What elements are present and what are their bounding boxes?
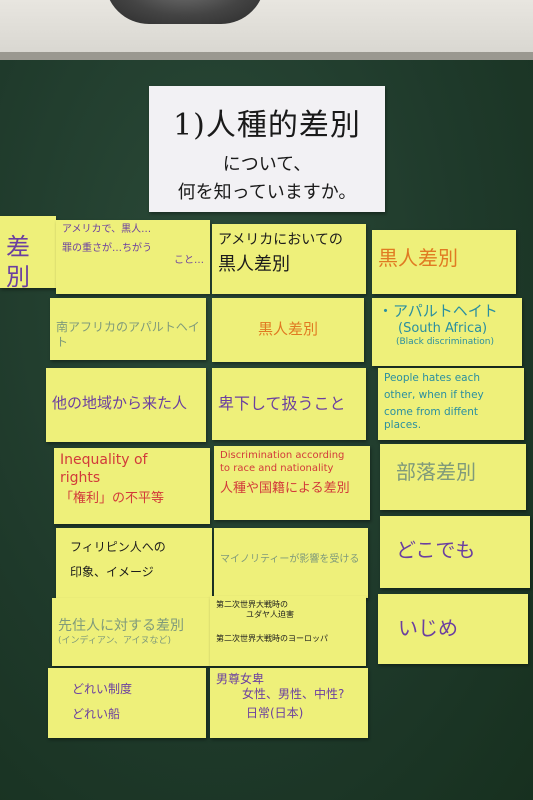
sticky-note-c3-r6: いじめ: [378, 594, 528, 664]
note-text: 罪の重さが…ちがう: [62, 242, 152, 254]
title-main: 1)人種的差別: [173, 108, 361, 143]
board-top-frame: [0, 52, 533, 62]
note-text: come from diffent places.: [384, 406, 479, 432]
note-text: 先住人に対する差別: [58, 618, 184, 634]
note-text: アメリカにおいての: [218, 232, 343, 248]
sticky-note-c1-r2: 南アフリカのアパルトヘイト: [50, 298, 206, 360]
note-text: 部落差別: [396, 460, 476, 484]
title-card: 1)人種的差別 について、 何を知っていますか。: [149, 86, 385, 212]
sticky-note-c3-r3: People hates each other, when if they co…: [378, 368, 524, 440]
note-text: 印象、イメージ: [70, 565, 154, 579]
note-text: 黒人差別: [257, 320, 318, 338]
note-text: 卑下して扱うこと: [218, 394, 346, 413]
note-text: どれい船: [72, 707, 121, 721]
note-text: 黒人差別: [218, 253, 290, 275]
note-text: ユダヤ人迫害: [246, 610, 294, 619]
note-text: アメリカで、黒人…: [62, 224, 152, 235]
note-text: Discrimination according: [220, 450, 345, 461]
sticky-note-c1-r1: アメリカで、黒人… 罪の重さが…ちがう こと…: [56, 220, 210, 294]
sticky-note-c3-r4: 部落差別: [380, 444, 526, 510]
sticky-note-c1-r3: 他の地域から来た人: [46, 368, 206, 442]
sticky-note-left-edge: 差別: [0, 216, 56, 288]
note-text: 差別: [6, 233, 30, 288]
sticky-note-c1-r7: どれい制度 どれい船: [48, 668, 206, 738]
note-text: Inequality of: [60, 452, 148, 468]
note-text: どれい制度: [72, 682, 133, 696]
wall: [0, 0, 533, 60]
note-text: other, when if they: [384, 389, 484, 402]
note-text: 第二次世界大戦時の: [216, 600, 288, 609]
sticky-note-c1-r5: フィリピン人への 印象、イメージ: [56, 528, 212, 602]
note-text: いじめ: [398, 616, 458, 640]
note-text: to race and nationality: [220, 462, 334, 474]
sticky-note-c3-r1: 黒人差別: [372, 230, 516, 294]
note-text: (インディアン、アイヌなど): [58, 635, 172, 646]
sticky-note-c2-r1: アメリカにおいての 黒人差別: [212, 224, 366, 294]
note-text: 「権利」の不平等: [60, 491, 165, 506]
sticky-note-c2-r3: 卑下して扱うこと: [212, 368, 366, 440]
note-text: 黒人差別: [378, 246, 458, 270]
note-text: フィリピン人への: [70, 540, 166, 554]
sticky-note-c1-r6: 先住人に対する差別 (インディアン、アイヌなど): [52, 598, 210, 666]
sticky-note-c1-r4: Inequality of rights 「権利」の不平等: [54, 448, 210, 524]
sticky-note-c2-r4: Discrimination according to race and nat…: [214, 446, 370, 520]
note-text: People hates each: [384, 372, 481, 384]
ceiling-light-fixture: [105, 0, 265, 24]
note-text: 男尊女卑: [216, 672, 265, 686]
note-text: rights: [60, 469, 101, 486]
title-sub-2: 何を知っていますか。: [177, 182, 357, 203]
note-text: 他の地域から来た人: [52, 394, 188, 412]
note-text: マイノリティーが影響を受ける: [220, 554, 360, 565]
note-text: 女性、男性、中性?: [242, 687, 345, 701]
note-text: ・アパルトヘイト: [378, 302, 498, 320]
sticky-note-c2-r5: マイノリティーが影響を受ける: [214, 528, 368, 598]
note-text: どこでも: [396, 538, 476, 562]
sticky-note-c2-r7: 男尊女卑 女性、男性、中性? 日常(日本): [210, 668, 368, 738]
note-text: 人種や国籍による差別: [220, 481, 350, 496]
title-sub-1: について、: [222, 154, 312, 175]
note-text: 日常(日本): [246, 706, 304, 720]
note-text: 南アフリカのアパルトヘイト: [56, 320, 200, 349]
sticky-note-c2-r6: 第二次世界大戦時の ユダヤ人迫害 第二次世界大戦時のヨーロッパ: [210, 596, 366, 666]
note-text: (South Africa): [398, 320, 488, 336]
note-text: 第二次世界大戦時のヨーロッパ: [216, 634, 328, 643]
sticky-note-c2-r2: 黒人差別: [212, 298, 364, 362]
sticky-note-c3-r5: どこでも: [380, 516, 530, 588]
note-text: こと…: [174, 255, 204, 266]
sticky-note-c3-r2: ・アパルトヘイト (South Africa) (Black discrimin…: [372, 298, 522, 366]
note-text: (Black discrimination): [396, 337, 495, 347]
